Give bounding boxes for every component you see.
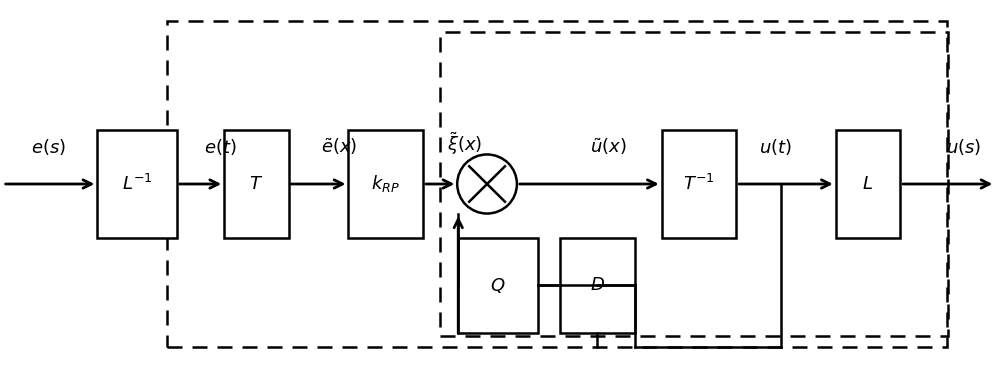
Bar: [97, 130, 177, 238]
Text: $u(t)$: $u(t)$: [759, 137, 791, 157]
Text: $\tilde{e}(x)$: $\tilde{e}(x)$: [321, 136, 357, 157]
Bar: [224, 130, 289, 238]
Bar: [440, 32, 948, 336]
Text: $e(s)$: $e(s)$: [31, 137, 66, 157]
Text: $L^{-1}$: $L^{-1}$: [122, 174, 152, 194]
Text: $L$: $L$: [862, 175, 873, 193]
Text: $u(s)$: $u(s)$: [946, 137, 981, 157]
Text: $\tilde{\xi}(x)$: $\tilde{\xi}(x)$: [447, 130, 483, 157]
Bar: [167, 21, 947, 347]
Bar: [662, 130, 736, 238]
Text: $\tilde{u}(x)$: $\tilde{u}(x)$: [590, 136, 626, 157]
Bar: [836, 130, 900, 238]
Text: $T$: $T$: [249, 175, 263, 193]
Ellipse shape: [457, 155, 517, 213]
Text: $T^{-1}$: $T^{-1}$: [683, 174, 715, 194]
Text: $D$: $D$: [590, 276, 605, 294]
Bar: [458, 238, 538, 333]
Text: $k_{RP}$: $k_{RP}$: [371, 173, 400, 195]
Bar: [560, 238, 635, 333]
Bar: [348, 130, 423, 238]
Text: $Q$: $Q$: [490, 276, 506, 295]
Text: $e(t)$: $e(t)$: [204, 137, 236, 157]
